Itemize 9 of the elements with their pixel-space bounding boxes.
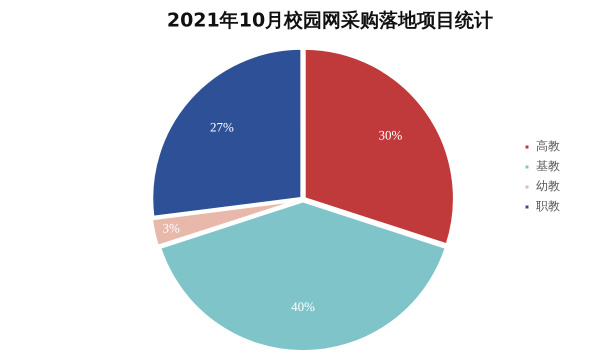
- data-label: 27%: [210, 119, 234, 134]
- legend-label: 高教: [536, 139, 560, 154]
- legend-label: 基教: [536, 159, 560, 174]
- data-label: 3%: [162, 220, 180, 236]
- legend-label: 幼教: [536, 179, 560, 194]
- data-label: 30%: [378, 127, 403, 142]
- legend-label: 职教: [536, 199, 560, 214]
- data-label: 40%: [291, 298, 316, 314]
- chart-title: 2021年10月校园网采购落地项目统计: [166, 9, 494, 32]
